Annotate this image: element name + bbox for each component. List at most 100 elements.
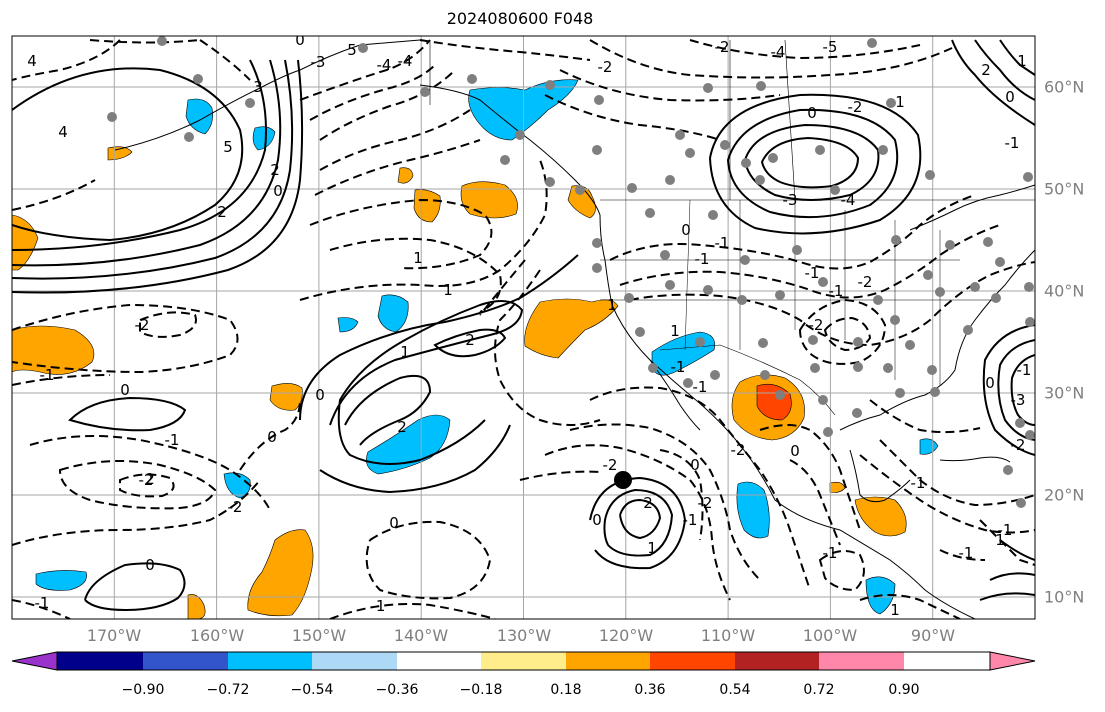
station-dot bbox=[695, 337, 705, 347]
contour-label: -1 bbox=[693, 378, 708, 396]
station-dot bbox=[963, 325, 973, 335]
contour-label: 0 bbox=[145, 556, 155, 574]
station-dot bbox=[878, 145, 888, 155]
lon-label: 100°W bbox=[802, 626, 858, 645]
solid-contours bbox=[12, 39, 1035, 612]
contour-label: 0 bbox=[120, 381, 130, 399]
station-dot bbox=[808, 335, 818, 345]
contour-label: -2 bbox=[715, 38, 730, 56]
station-dot bbox=[755, 175, 765, 185]
colorbar-tick: 0.72 bbox=[803, 682, 835, 698]
lon-label: 150°W bbox=[291, 626, 347, 645]
contour-label: -1 bbox=[671, 358, 686, 376]
contour-label: 0 bbox=[790, 442, 800, 460]
station-dot bbox=[741, 158, 751, 168]
station-dot bbox=[665, 175, 675, 185]
station-dot bbox=[708, 210, 718, 220]
station-dot bbox=[648, 363, 658, 373]
contour-label: -1 bbox=[35, 594, 50, 612]
station-dot bbox=[775, 290, 785, 300]
contour-label: -2 bbox=[848, 98, 863, 116]
station-dot bbox=[758, 338, 768, 348]
contour-label: -2 bbox=[228, 498, 243, 516]
contour-label: 2 bbox=[981, 61, 991, 79]
station-dot bbox=[703, 285, 713, 295]
contour-label: 1 bbox=[647, 539, 657, 557]
station-dot bbox=[853, 362, 863, 372]
station-dot bbox=[710, 370, 720, 380]
contour-label: -1 bbox=[371, 597, 386, 615]
contour-label: 0 bbox=[592, 511, 602, 529]
contour-label: -2 bbox=[139, 471, 154, 489]
contour-labels: 4 5 3 2 4 5 -3 -4 -4 -5 -2 -2 -2 0 -4 -1… bbox=[27, 36, 1032, 619]
contour-label: 3 bbox=[253, 78, 263, 96]
colorbar-tick: 0.54 bbox=[719, 682, 751, 698]
contour-label: 1 bbox=[895, 93, 905, 111]
station-dot bbox=[545, 80, 555, 90]
station-markers bbox=[107, 36, 1035, 508]
contour-label: 1 bbox=[413, 249, 423, 267]
contour-label: -1 bbox=[715, 234, 730, 252]
contour-label: -1 bbox=[911, 474, 926, 492]
station-dot bbox=[184, 132, 194, 142]
contour-label: -4 bbox=[841, 191, 856, 209]
contour-label: 5 bbox=[347, 41, 357, 59]
station-dot bbox=[792, 245, 802, 255]
lat-label: 30°N bbox=[1044, 383, 1085, 403]
station-dot bbox=[675, 130, 685, 140]
station-dot bbox=[157, 36, 167, 46]
station-dot bbox=[905, 340, 915, 350]
contour-label: 0 bbox=[389, 514, 399, 532]
contour-label: -5 bbox=[823, 38, 838, 56]
station-dot bbox=[815, 145, 825, 155]
contour-label: -1 bbox=[683, 511, 698, 529]
contour-label: 1 bbox=[400, 343, 410, 361]
station-dot bbox=[592, 238, 602, 248]
station-dot bbox=[245, 98, 255, 108]
station-dot bbox=[756, 81, 766, 91]
station-dot bbox=[575, 185, 585, 195]
colorbar-tick: −0.72 bbox=[206, 682, 250, 698]
contour-label: 1 bbox=[670, 322, 680, 340]
station-dot bbox=[991, 293, 1001, 303]
station-dot bbox=[823, 427, 833, 437]
contour-label: -1 bbox=[823, 544, 838, 562]
lon-label: 160°W bbox=[189, 626, 245, 645]
station-dot bbox=[867, 38, 877, 48]
colorbar-segment bbox=[566, 652, 650, 670]
contour-label: 4 bbox=[58, 123, 68, 141]
dashed-contours bbox=[12, 39, 1035, 619]
station-dot bbox=[594, 95, 604, 105]
station-dot bbox=[852, 408, 862, 418]
station-dot bbox=[1015, 418, 1025, 428]
station-dot bbox=[995, 257, 1005, 267]
station-dot bbox=[1025, 317, 1035, 327]
contour-label: -2 bbox=[135, 316, 150, 334]
contour-label: 4 bbox=[27, 52, 37, 70]
station-dot bbox=[703, 83, 713, 93]
station-dot bbox=[891, 235, 901, 245]
contour-label: -1 bbox=[1017, 361, 1032, 379]
colorbar-tick: 0.90 bbox=[888, 682, 920, 698]
station-dot bbox=[890, 315, 900, 325]
station-dot bbox=[768, 153, 778, 163]
colorbar-tick: −0.36 bbox=[375, 682, 419, 698]
contour-label: -1 bbox=[695, 250, 710, 268]
colorbar-tick: 0.36 bbox=[634, 682, 666, 698]
station-dot bbox=[545, 177, 555, 187]
shaded-field-positive bbox=[12, 146, 907, 619]
contour-label: 0 bbox=[985, 374, 995, 392]
contour-label: -2 bbox=[698, 494, 713, 512]
station-dot bbox=[1023, 172, 1033, 182]
station-dot bbox=[930, 387, 940, 397]
contour-label: -1 bbox=[805, 264, 820, 282]
contour-label: 0 bbox=[807, 104, 817, 122]
contour-label: -2 bbox=[858, 273, 873, 291]
lon-label: 120°W bbox=[598, 626, 654, 645]
station-dot bbox=[515, 130, 525, 140]
contour-label: -2 bbox=[1011, 436, 1026, 454]
station-dot bbox=[883, 363, 893, 373]
storm-center-marker bbox=[614, 471, 632, 489]
contour-label: -2 bbox=[603, 456, 618, 474]
station-dot bbox=[935, 287, 945, 297]
